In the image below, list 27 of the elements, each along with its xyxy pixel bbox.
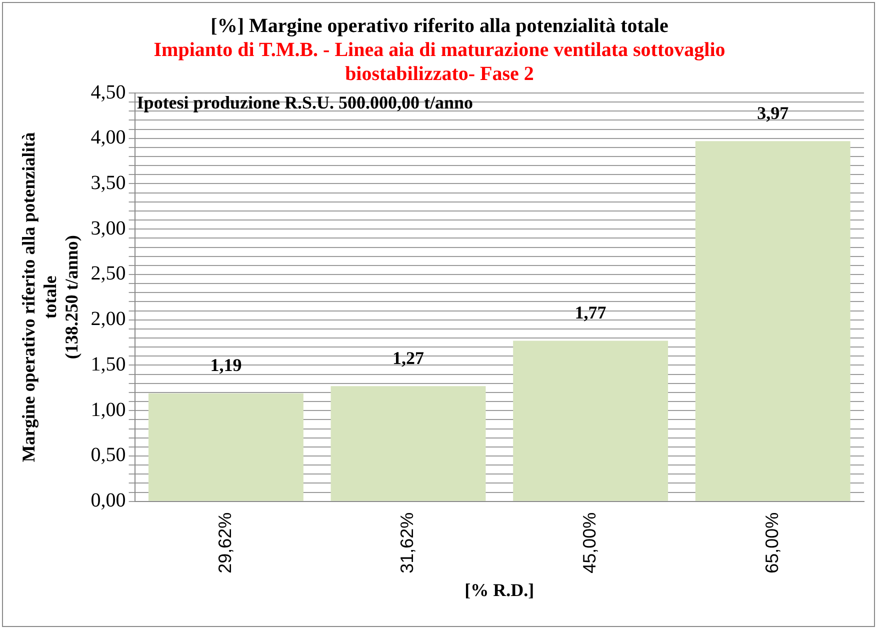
data-label: 3,97 xyxy=(757,102,789,123)
y-tick-label: 4,00 xyxy=(90,126,126,149)
y-tick-label: 2,50 xyxy=(90,262,126,285)
x-axis-title: [% R.D.] xyxy=(464,580,534,600)
data-label: 1,19 xyxy=(210,355,242,376)
chart-title: [%] Margine operativo riferito alla potenzialità totale xyxy=(210,15,668,38)
y-tick-label: 0,50 xyxy=(90,444,126,466)
y-tick-label: 1,50 xyxy=(90,353,126,376)
bar xyxy=(513,340,668,501)
data-label: 1,77 xyxy=(574,302,606,322)
y-tick-label: 3,50 xyxy=(90,172,126,194)
y-axis-title: Margine operativo riferito alla potenzialità totale (138.250 t/anno) xyxy=(18,132,82,462)
x-tick-label: 29,62% xyxy=(214,512,235,574)
y-tick-label: 4,50 xyxy=(90,81,126,104)
y-tick-label: 2,00 xyxy=(90,308,126,330)
data-label: 1,27 xyxy=(392,348,424,368)
y-tick-label: 3,00 xyxy=(90,217,126,240)
x-tick-label: 45,00% xyxy=(580,512,600,574)
bar xyxy=(330,386,486,501)
bar xyxy=(695,141,850,501)
y-tick-label: 1,00 xyxy=(90,398,126,421)
y-tick-label: 0,00 xyxy=(90,490,126,512)
annotation: Ipotesi produzione R.S.U. 500.000,00 t/anno xyxy=(136,92,474,113)
x-tick-label: 31,62% xyxy=(397,512,418,574)
chart-subtitle: Impianto di T.M.B. - Linea aia di maturazione ventilata sottovaglio biostabilizzato- Fase 2 xyxy=(154,39,726,86)
bar xyxy=(148,393,304,501)
x-tick-label: 65,00% xyxy=(762,512,782,574)
